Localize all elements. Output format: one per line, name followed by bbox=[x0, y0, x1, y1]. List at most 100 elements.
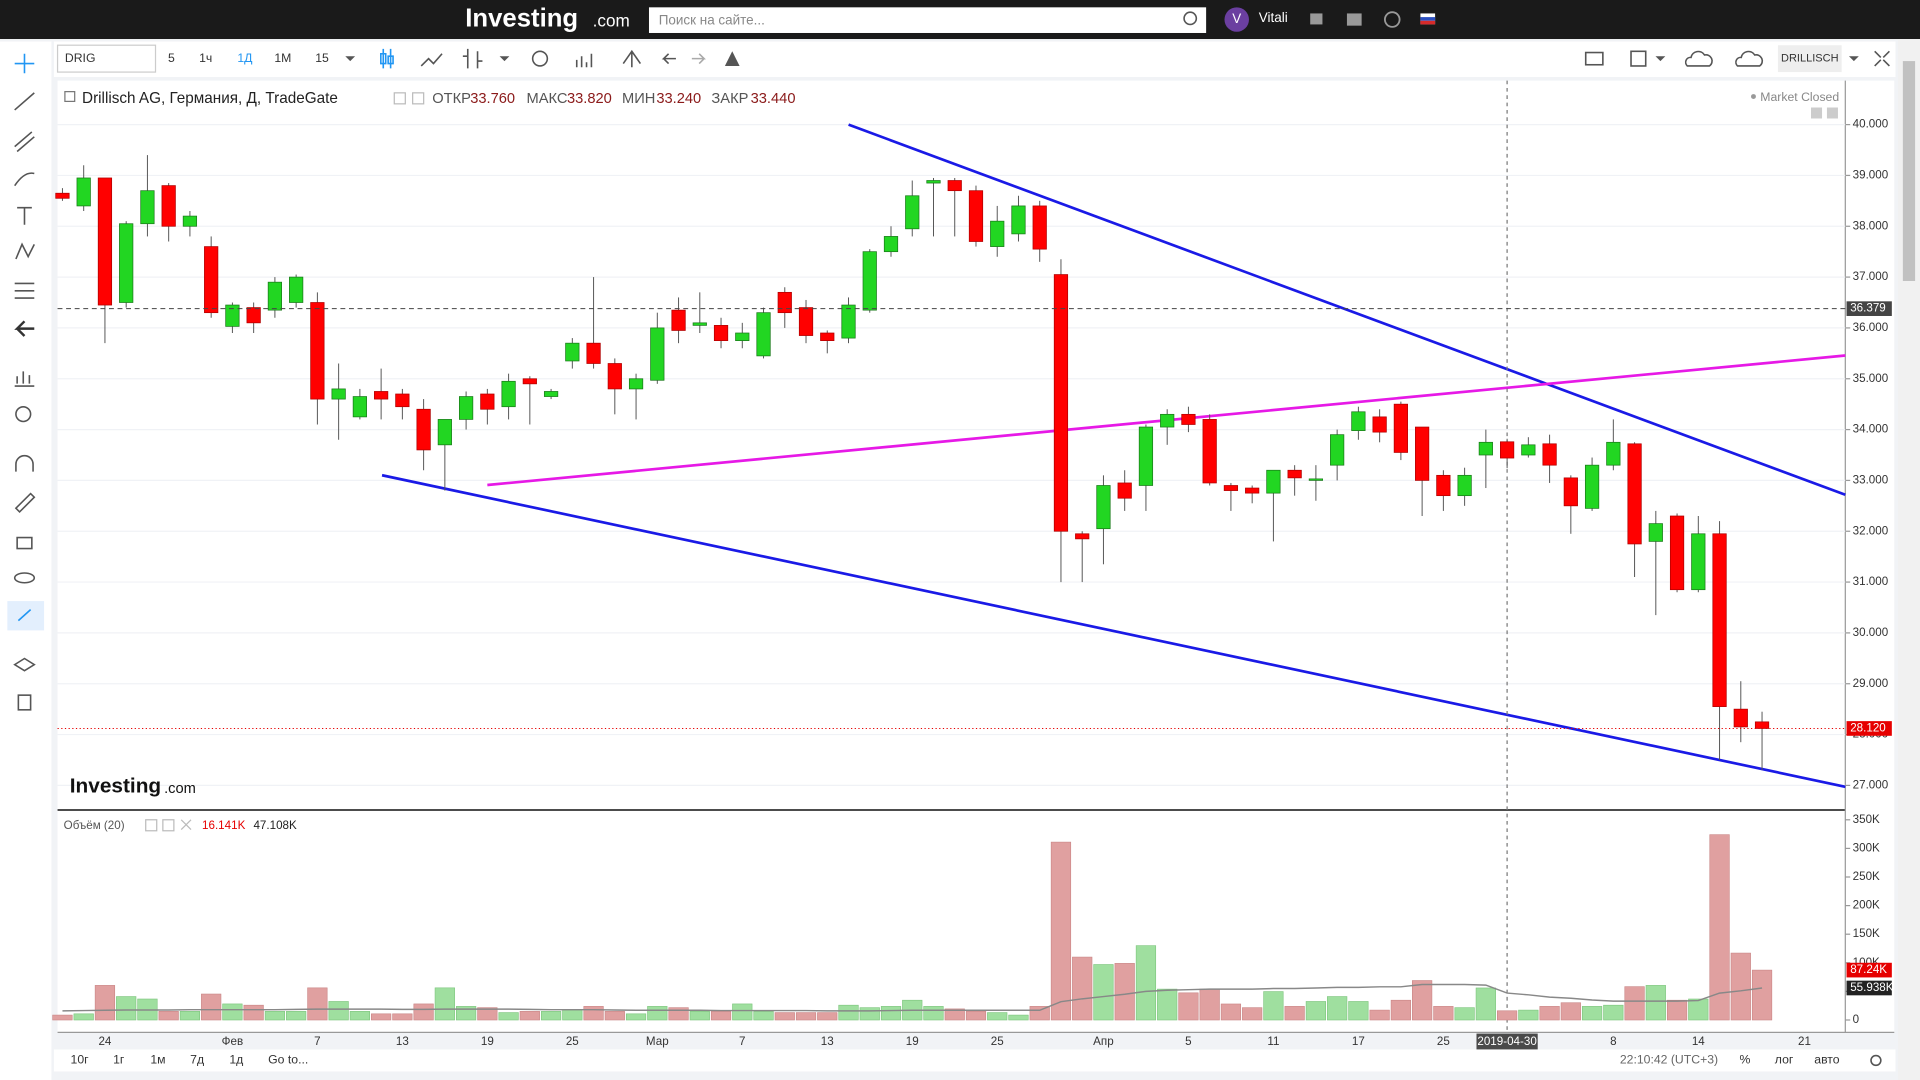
candle-body bbox=[1754, 721, 1770, 729]
bell-icon[interactable] bbox=[1310, 13, 1323, 25]
pane-button[interactable] bbox=[1811, 107, 1823, 119]
scrollbar-thumb[interactable] bbox=[1902, 61, 1916, 281]
collapse-icon[interactable] bbox=[64, 91, 76, 103]
fib-tool[interactable] bbox=[14, 282, 35, 299]
volume-bar bbox=[52, 1014, 73, 1021]
range-button[interactable]: 1д bbox=[229, 1053, 243, 1067]
volume-bar bbox=[1220, 1003, 1242, 1021]
portfolio-icon[interactable] bbox=[1346, 13, 1362, 26]
readout-name: ЗАКР bbox=[711, 91, 748, 107]
interval[interactable]: 5 bbox=[168, 51, 175, 65]
lock-tool[interactable] bbox=[16, 536, 33, 550]
text-tool[interactable] bbox=[17, 206, 32, 225]
x-tick-label: 25 bbox=[1437, 1035, 1450, 1048]
hide-tool[interactable] bbox=[13, 572, 36, 584]
indicators-icon[interactable] bbox=[575, 53, 593, 68]
interval[interactable]: 15 bbox=[315, 51, 329, 65]
readout-value: 33.820 bbox=[567, 91, 612, 107]
range-button[interactable]: 7д bbox=[190, 1053, 204, 1067]
candle-body bbox=[1096, 485, 1111, 530]
candle-body bbox=[820, 332, 835, 341]
volume-bar bbox=[1327, 996, 1348, 1021]
scrollbar[interactable] bbox=[1897, 39, 1920, 1080]
pitchfork-tool[interactable] bbox=[14, 131, 35, 153]
watermark-suffix: .com bbox=[164, 781, 196, 797]
dropdown[interactable] bbox=[1655, 56, 1666, 62]
legend-close[interactable] bbox=[180, 819, 192, 830]
clock-icon[interactable] bbox=[1383, 11, 1401, 28]
legend-icon[interactable] bbox=[162, 819, 175, 832]
user-name[interactable]: Vitali bbox=[1259, 10, 1288, 25]
range-button[interactable]: 1г bbox=[113, 1053, 125, 1067]
trendline-lower[interactable] bbox=[381, 473, 1846, 789]
interval[interactable]: 1ч bbox=[199, 51, 212, 65]
dropdown[interactable] bbox=[499, 56, 510, 62]
alert-icon[interactable] bbox=[724, 51, 740, 66]
redo-icon[interactable] bbox=[691, 53, 707, 65]
sync-tool[interactable] bbox=[17, 609, 32, 622]
volume-bar bbox=[540, 1011, 562, 1021]
camera-icon[interactable] bbox=[1584, 51, 1604, 66]
brush-tool[interactable] bbox=[14, 172, 35, 187]
range-button[interactable]: 10г bbox=[71, 1053, 90, 1067]
search-box[interactable] bbox=[648, 7, 1207, 33]
goto-button[interactable]: Go to... bbox=[268, 1053, 308, 1067]
volume-bar bbox=[1284, 1006, 1305, 1021]
axis-value-box bbox=[1846, 980, 1892, 996]
stay-drawing-tool[interactable] bbox=[14, 492, 36, 514]
search-icon[interactable] bbox=[1183, 11, 1198, 26]
legend-icon[interactable] bbox=[145, 819, 158, 832]
dropdown[interactable] bbox=[345, 56, 356, 62]
cloud-load-icon[interactable] bbox=[1684, 50, 1713, 67]
watermark: Investing bbox=[70, 774, 161, 797]
volume-bar bbox=[286, 1011, 307, 1021]
candle-body bbox=[1669, 515, 1685, 591]
volume-bar bbox=[201, 993, 222, 1021]
pane-button[interactable] bbox=[1826, 107, 1838, 119]
color-icon[interactable] bbox=[1630, 50, 1647, 67]
bars-icon[interactable] bbox=[462, 48, 483, 69]
back-tool[interactable] bbox=[14, 320, 35, 337]
cloud-save-icon[interactable] bbox=[1735, 50, 1764, 67]
pattern-tool[interactable] bbox=[15, 242, 35, 260]
compare-icon[interactable] bbox=[622, 49, 642, 68]
settings-icon[interactable] bbox=[1870, 1054, 1882, 1067]
undo-icon[interactable] bbox=[661, 53, 676, 65]
delete-tool[interactable] bbox=[17, 694, 32, 711]
avatar[interactable] bbox=[1224, 7, 1249, 32]
legend-icon[interactable] bbox=[412, 92, 425, 105]
scale-button[interactable]: % bbox=[1739, 1053, 1750, 1067]
volume-bar bbox=[1709, 834, 1730, 1021]
measure-tool[interactable] bbox=[14, 371, 35, 387]
symbol-input[interactable] bbox=[56, 44, 157, 73]
logo[interactable]: Investing bbox=[465, 4, 578, 32]
legend-icon[interactable] bbox=[393, 92, 406, 105]
scale-button[interactable]: авто bbox=[1814, 1053, 1840, 1067]
interval[interactable]: 1М bbox=[274, 51, 291, 65]
volume-bar bbox=[1029, 1006, 1050, 1021]
layers-tool[interactable] bbox=[13, 657, 36, 672]
chart-type-icon[interactable] bbox=[380, 48, 394, 69]
candle-body bbox=[1436, 474, 1451, 497]
magnet-tool[interactable] bbox=[15, 454, 34, 472]
line-icon[interactable] bbox=[420, 53, 443, 67]
fullscreen-icon[interactable] bbox=[1874, 50, 1890, 67]
layout-button[interactable] bbox=[1777, 45, 1842, 73]
dropdown[interactable] bbox=[1848, 56, 1859, 62]
crosshair-tool[interactable] bbox=[14, 53, 35, 74]
volume-bar bbox=[392, 1013, 413, 1021]
sync-tool-bg[interactable] bbox=[7, 601, 45, 631]
trendline-tool[interactable] bbox=[14, 92, 35, 111]
zoom-tool[interactable] bbox=[15, 406, 32, 423]
bottom-bar bbox=[53, 1049, 1896, 1072]
trendline-upper[interactable] bbox=[848, 123, 1846, 497]
settings-icon[interactable] bbox=[531, 50, 549, 67]
y-tick-label: 34.000 bbox=[1853, 423, 1889, 436]
x-tick-label: 7 bbox=[314, 1035, 320, 1048]
range-button[interactable]: 1м bbox=[150, 1053, 165, 1067]
volume-bar bbox=[859, 1007, 880, 1021]
scale-button[interactable]: лог bbox=[1775, 1053, 1794, 1067]
candle-body bbox=[1521, 444, 1536, 456]
interval-active[interactable]: 1Д bbox=[237, 51, 253, 65]
